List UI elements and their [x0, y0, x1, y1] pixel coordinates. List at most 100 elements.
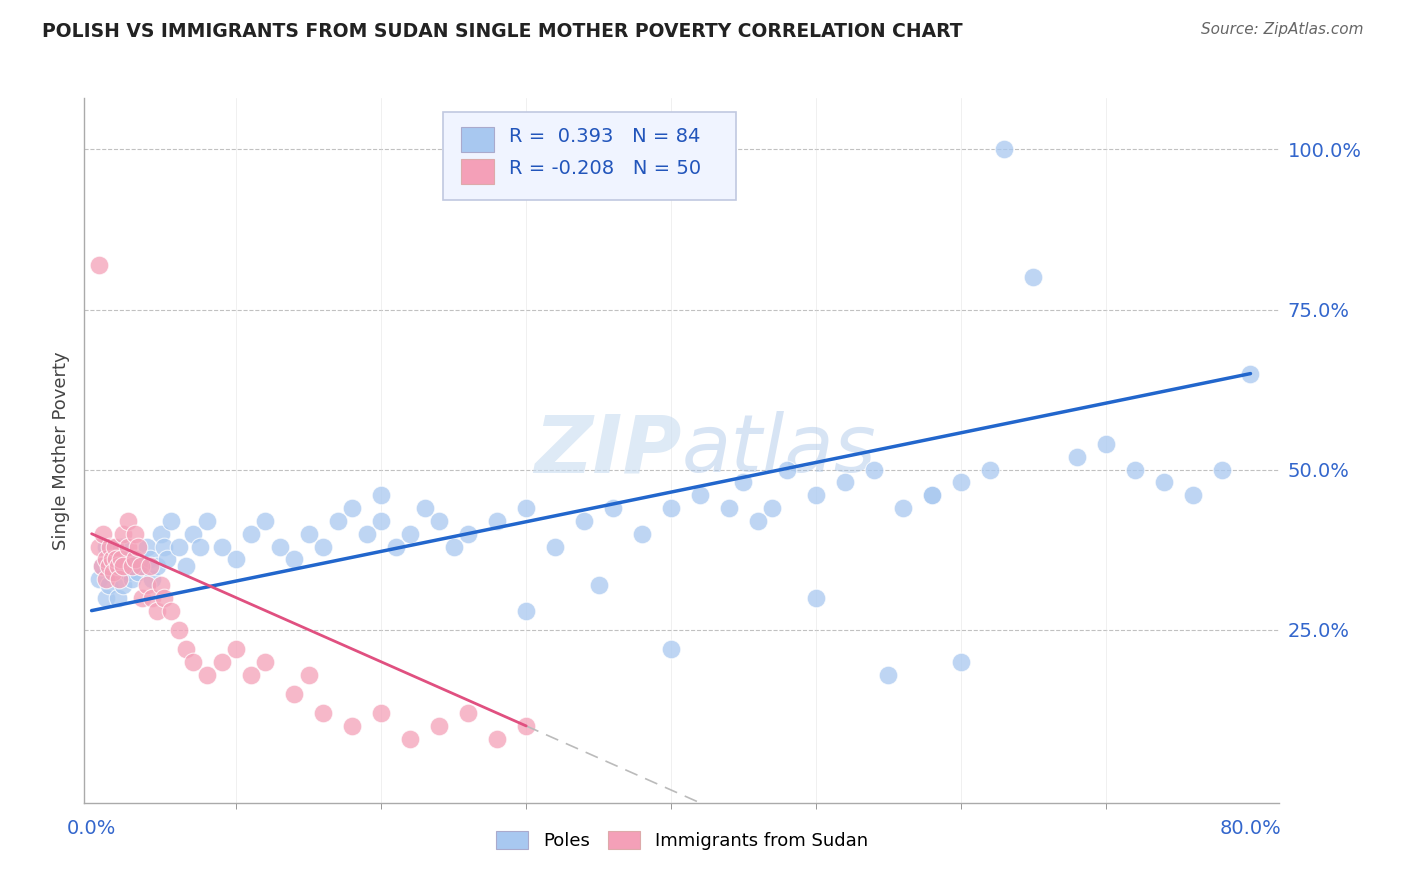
Point: [1181, 488, 1204, 502]
Point: [239, 667, 262, 681]
Point: [427, 514, 450, 528]
Point: [91, 526, 114, 541]
Point: [877, 667, 900, 681]
Point: [98, 558, 121, 573]
Point: [225, 642, 247, 657]
Point: [1239, 367, 1261, 381]
Point: [602, 501, 624, 516]
Point: [117, 565, 139, 579]
Point: [370, 488, 392, 502]
Point: [1022, 270, 1045, 285]
Point: [631, 526, 654, 541]
Point: [733, 475, 755, 490]
Point: [949, 475, 972, 490]
Point: [121, 572, 143, 586]
Point: [370, 706, 392, 720]
Point: [87, 258, 110, 272]
Point: [107, 591, 129, 605]
Point: [979, 463, 1001, 477]
Point: [135, 540, 157, 554]
Point: [427, 719, 450, 733]
Bar: [461, 159, 495, 184]
Text: atlas: atlas: [682, 411, 877, 490]
Point: [804, 488, 827, 502]
Point: [110, 540, 132, 554]
Point: [239, 526, 262, 541]
Point: [659, 642, 682, 657]
Point: [1211, 463, 1233, 477]
Point: [949, 655, 972, 669]
Point: [131, 558, 153, 573]
Point: [112, 526, 135, 541]
Point: [87, 540, 110, 554]
Point: [921, 488, 943, 502]
Point: [150, 526, 173, 541]
Point: [1123, 463, 1146, 477]
Point: [100, 540, 122, 554]
Point: [413, 501, 436, 516]
Point: [146, 558, 169, 573]
Text: R =  0.393   N = 84: R = 0.393 N = 84: [509, 128, 700, 146]
Point: [160, 604, 183, 618]
Point: [747, 514, 769, 528]
Text: R = -0.208   N = 50: R = -0.208 N = 50: [509, 159, 700, 178]
Point: [572, 514, 595, 528]
Point: [659, 501, 682, 516]
Point: [146, 604, 169, 618]
Point: [298, 667, 321, 681]
Point: [342, 501, 364, 516]
FancyBboxPatch shape: [443, 112, 735, 201]
Point: [101, 552, 124, 566]
Legend: Poles, Immigrants from Sudan: Poles, Immigrants from Sudan: [489, 823, 875, 857]
Point: [356, 526, 378, 541]
Point: [834, 475, 856, 490]
Point: [90, 558, 112, 573]
Text: ZIP: ZIP: [534, 411, 682, 490]
Point: [269, 540, 291, 554]
Point: [761, 501, 783, 516]
Point: [94, 540, 117, 554]
Point: [138, 552, 160, 566]
Point: [776, 463, 799, 477]
Point: [211, 540, 233, 554]
Point: [131, 591, 153, 605]
Point: [141, 572, 163, 586]
Point: [283, 687, 305, 701]
Point: [1153, 475, 1175, 490]
Point: [104, 540, 127, 554]
Point: [399, 526, 422, 541]
Point: [124, 552, 146, 566]
Point: [1066, 450, 1088, 464]
Point: [254, 514, 277, 528]
Point: [138, 558, 160, 573]
Point: [108, 572, 131, 586]
Point: [90, 558, 112, 573]
Point: [298, 526, 321, 541]
Point: [150, 578, 173, 592]
Point: [160, 514, 183, 528]
Point: [87, 572, 110, 586]
Point: [117, 540, 139, 554]
Point: [515, 501, 537, 516]
Point: [141, 591, 163, 605]
Point: [312, 706, 335, 720]
Point: [156, 552, 179, 566]
Point: [124, 526, 146, 541]
Point: [135, 578, 157, 592]
Point: [717, 501, 740, 516]
Point: [588, 578, 610, 592]
Point: [863, 463, 886, 477]
Point: [181, 526, 204, 541]
Point: [107, 558, 129, 573]
Point: [804, 591, 827, 605]
Point: [94, 572, 117, 586]
Point: [167, 540, 190, 554]
Point: [127, 540, 149, 554]
Point: [921, 488, 943, 502]
Point: [211, 655, 233, 669]
Point: [103, 552, 125, 566]
Point: [94, 552, 117, 566]
Point: [486, 514, 509, 528]
Point: [174, 558, 197, 573]
Point: [312, 540, 335, 554]
